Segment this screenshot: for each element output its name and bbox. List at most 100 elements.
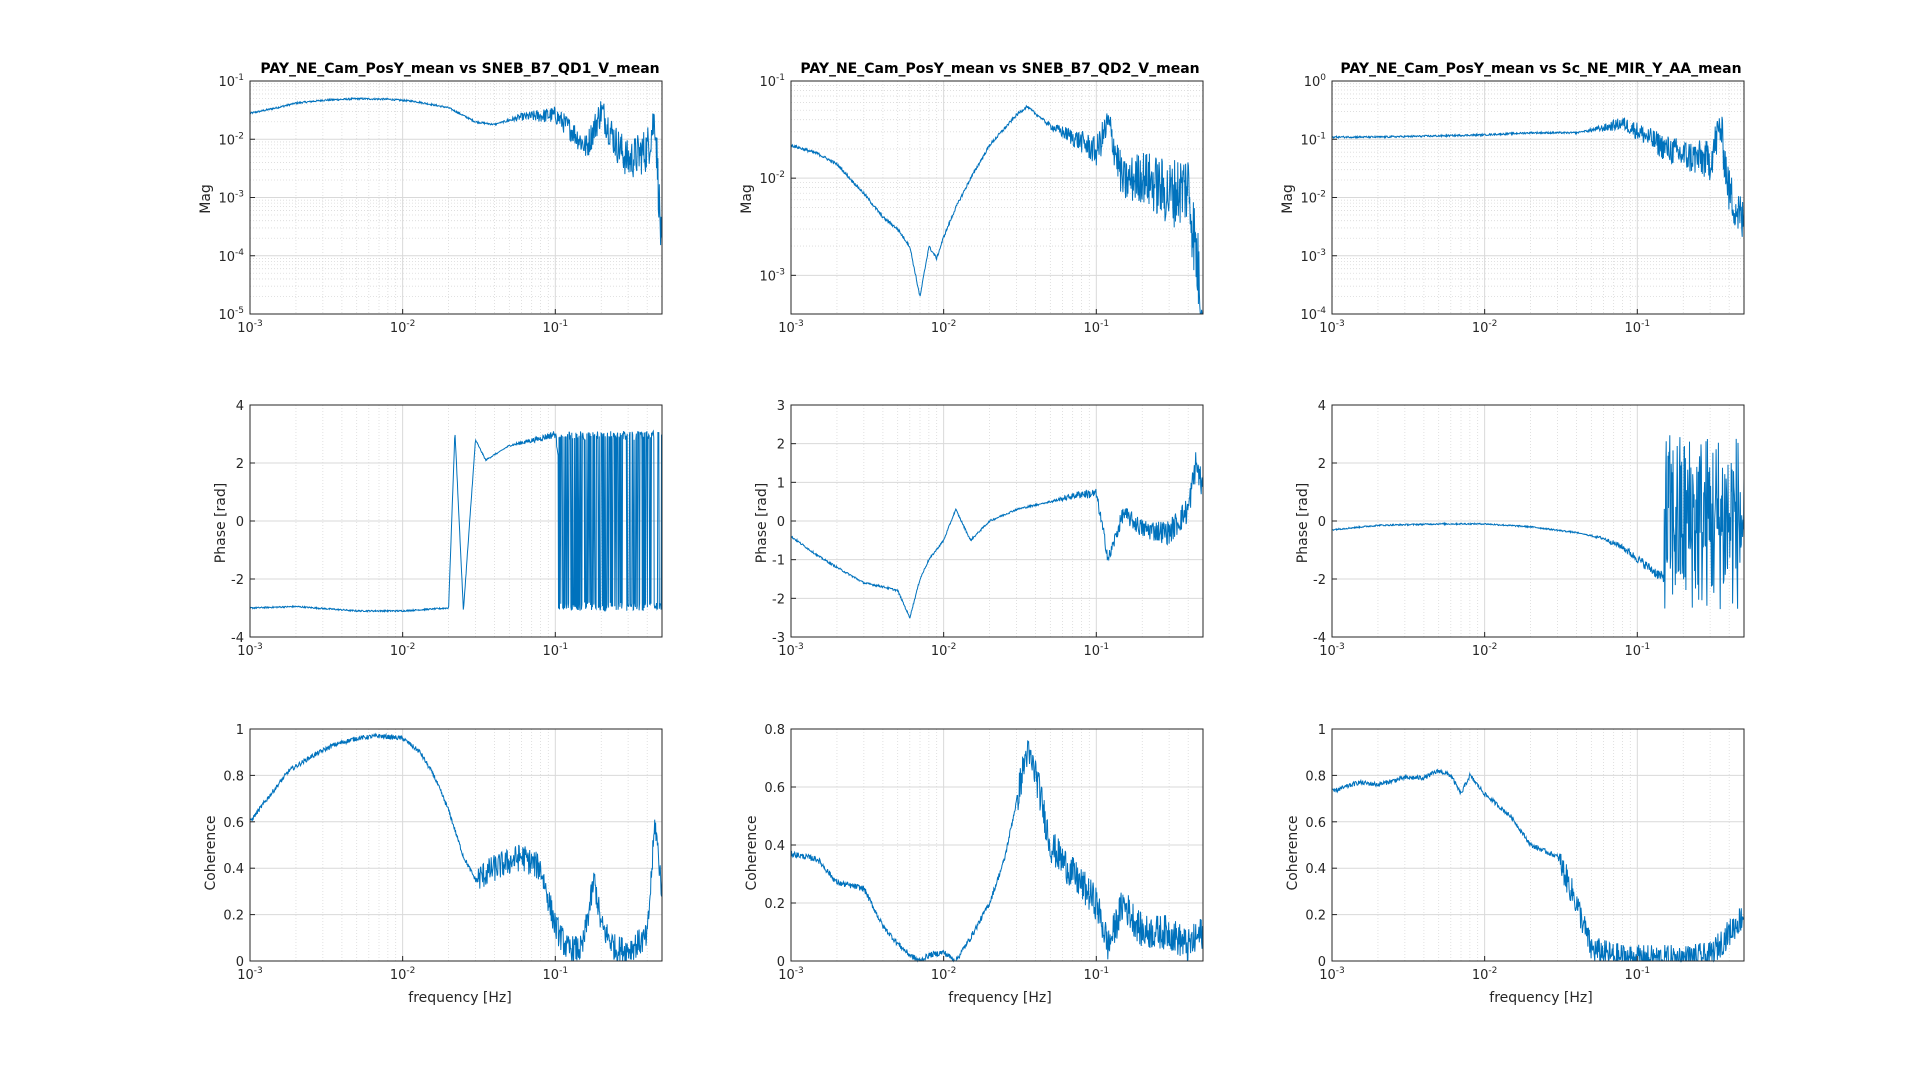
y-tick-label: 0.4	[223, 862, 244, 877]
panel-2-coherence-ylabel: Coherence	[744, 815, 760, 890]
y-tick-label: 0.4	[764, 839, 785, 854]
y-tick-label: 2	[777, 438, 785, 453]
x-tick-label: 10-3	[778, 642, 804, 659]
x-tick-label: 10-3	[1319, 319, 1345, 336]
x-tick-label: 10-1	[543, 642, 569, 659]
x-tick-label: 10-2	[390, 966, 416, 983]
panel-1-coherence-ylabel: Coherence	[203, 815, 219, 890]
y-tick-label: 2	[1318, 457, 1326, 472]
plot-background	[250, 729, 662, 961]
y-tick-label: 0	[236, 955, 244, 970]
y-tick-label: 10-3	[1300, 248, 1326, 265]
y-tick-label: 2	[236, 457, 244, 472]
x-tick-label: 10-2	[931, 642, 957, 659]
subplot-1-mag: 10-3 10-2 10-1 10-5 10-4 10-3 10-2 10-1	[218, 73, 663, 336]
y-tick-label: 0	[777, 955, 785, 970]
y-tick-label: 0	[1318, 515, 1326, 530]
axes-box	[790, 80, 1204, 315]
x-tick-label: 10-1	[1625, 966, 1651, 983]
subplot-1-coherence: 10-3 10-2 10-1 0 0.2 0.4 0.6 0.8 1	[223, 723, 663, 983]
series-line	[249, 429, 663, 613]
x-tick-label: 10-2	[390, 642, 416, 659]
x-tick-label: 10-2	[1472, 642, 1498, 659]
y-tick-label: -4	[1313, 631, 1326, 646]
y-tick-label: 10-1	[218, 73, 244, 90]
panel-2-phase-ylabel: Phase [rad]	[754, 483, 770, 563]
series-line	[249, 96, 663, 246]
x-tick-label: 10-3	[778, 966, 804, 983]
x-tick-label: 10-2	[931, 319, 957, 336]
x-tick-label: 10-1	[1625, 319, 1651, 336]
y-tick-label: 10-3	[218, 190, 244, 207]
x-tick-label: 10-1	[543, 319, 569, 336]
x-tick-label: 10-3	[237, 319, 263, 336]
panel-2-xlabel: frequency [Hz]	[948, 990, 1051, 1006]
y-tick-label: 4	[236, 399, 244, 414]
x-tick-label: 10-3	[237, 642, 263, 659]
panel-1-title: PAY_NE_Cam_PosY_mean vs SNEB_B7_QD1_V_me…	[260, 61, 659, 77]
y-tick-label: -1	[772, 554, 785, 569]
y-tick-label: 10-4	[1300, 306, 1326, 323]
y-tick-label: -2	[1313, 573, 1326, 588]
series-line	[790, 740, 1204, 963]
x-tick-label: 10-2	[390, 319, 416, 336]
series-line	[1331, 116, 1745, 237]
y-tick-label: -2	[231, 573, 244, 588]
y-tick-label: 0.6	[1305, 816, 1326, 831]
series-line	[1331, 435, 1745, 610]
y-tick-label: 10-2	[759, 170, 785, 187]
panel-3-title: PAY_NE_Cam_PosY_mean vs Sc_NE_MIR_Y_AA_m…	[1340, 61, 1741, 77]
axes-box	[1331, 728, 1745, 962]
y-tick-label: 0	[1318, 955, 1326, 970]
y-tick-label: 10-2	[218, 131, 244, 148]
subplot-1-phase: 10-3 10-2 10-1 -4 -2 0 2 4	[231, 399, 663, 659]
panel-3-coherence-ylabel: Coherence	[1285, 815, 1301, 890]
y-tick-label: 10-2	[1300, 190, 1326, 207]
subplot-3-coherence: 10-3 10-2 10-1 0 0.2 0.4 0.6 0.8 1	[1305, 723, 1745, 983]
subplot-2-coherence: 10-3 10-2 10-1 0 0.2 0.4 0.6 0.8	[764, 723, 1204, 983]
y-tick-label: 3	[777, 399, 785, 414]
x-tick-label: 10-3	[1319, 966, 1345, 983]
panel-1-phase-ylabel: Phase [rad]	[213, 483, 229, 563]
x-tick-label: 10-1	[1625, 642, 1651, 659]
y-tick-label: -4	[231, 631, 244, 646]
y-tick-label: 0.6	[223, 816, 244, 831]
x-tick-label: 10-3	[778, 319, 804, 336]
panel-2-mag-ylabel: Mag	[739, 184, 755, 214]
x-tick-label: 10-2	[931, 966, 957, 983]
y-tick-label: -2	[772, 592, 785, 607]
x-tick-label: 10-1	[1084, 966, 1110, 983]
y-tick-label: 1	[236, 723, 244, 738]
panel-2-title: PAY_NE_Cam_PosY_mean vs SNEB_B7_QD2_V_me…	[800, 61, 1199, 77]
y-tick-label: 0.2	[223, 909, 244, 924]
series-line	[790, 452, 1204, 619]
subplot-2-mag: 10-3 10-2 10-1 10-3 10-2 10-1	[759, 73, 1204, 336]
x-tick-label: 10-3	[1319, 642, 1345, 659]
series-line	[249, 732, 663, 962]
y-tick-label: -3	[772, 631, 785, 646]
y-tick-label: 0.2	[1305, 909, 1326, 924]
y-tick-label: 4	[1318, 399, 1326, 414]
y-tick-label: 1	[1318, 723, 1326, 738]
plot-background	[1332, 729, 1744, 961]
y-tick-label: 10-3	[759, 267, 785, 284]
y-tick-label: 0	[236, 515, 244, 530]
subplot-2-phase: 10-3 10-2 10-1 -3 -2 -1 0 1 2 3	[772, 399, 1204, 659]
x-tick-label: 10-1	[1084, 319, 1110, 336]
y-tick-label: 100	[1304, 73, 1327, 90]
x-tick-label: 10-2	[1472, 319, 1498, 336]
series-line	[1331, 768, 1745, 963]
x-tick-label: 10-1	[1084, 642, 1110, 659]
y-tick-label: 0	[777, 515, 785, 530]
y-tick-label: 0.4	[1305, 862, 1326, 877]
x-tick-label: 10-2	[1472, 966, 1498, 983]
y-tick-label: 0.8	[764, 723, 785, 738]
y-tick-label: 0.2	[764, 897, 785, 912]
panel-3-mag-ylabel: Mag	[1280, 184, 1296, 214]
panel-1-xlabel: frequency [Hz]	[408, 990, 511, 1006]
y-tick-label: 10-5	[218, 306, 244, 323]
series-line	[790, 104, 1203, 315]
y-tick-label: 0.8	[223, 769, 244, 784]
